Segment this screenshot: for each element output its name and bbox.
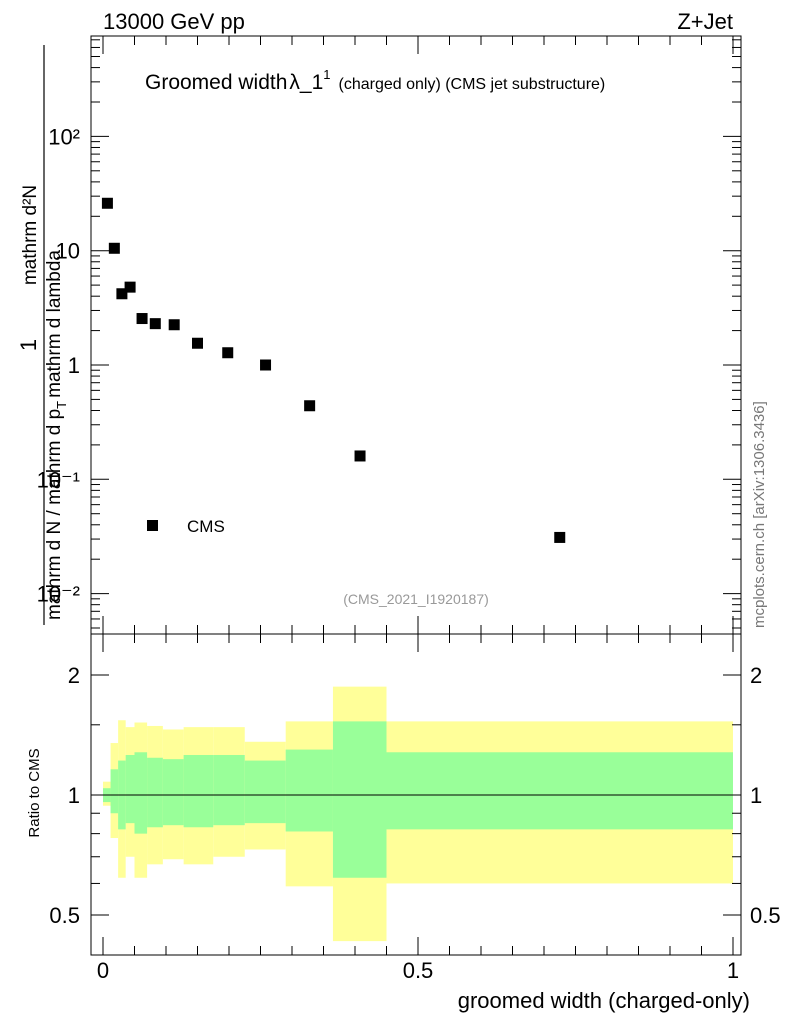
green-band-9: [244, 760, 286, 824]
svg-text:1: 1: [16, 339, 41, 351]
ratio-bands: [103, 686, 733, 942]
watermark: mcplots.cern.ch [arXiv:1306.3436]: [751, 401, 768, 628]
data-point: [168, 319, 180, 331]
data-point: [354, 450, 366, 462]
x-tick-label: 1: [727, 958, 739, 983]
top-y-axis-label: 1 mathrm d N / mathrm d p mathrm d N / m…: [16, 45, 69, 625]
green-band-4: [134, 752, 148, 834]
ratio-y-tick-label-right: 0.5: [750, 903, 781, 928]
data-point: [116, 288, 128, 300]
top-axis-ticks: [91, 36, 741, 634]
x-axis-label: groomed width (charged-only): [458, 988, 750, 1013]
green-band-10: [285, 749, 333, 832]
data-point: [304, 400, 316, 412]
data-point: [108, 242, 120, 254]
data-point: [192, 337, 203, 349]
green-band-3: [125, 754, 135, 824]
svg-text:mathrm d N / mathrm d pTmathrm: mathrm d N / mathrm d pTmathrm d lambda: [44, 250, 69, 620]
data-point: [101, 197, 113, 209]
energy-label: 13000 GeV pp: [103, 9, 245, 34]
ratio-y-tick-label-left: 0.5: [49, 903, 80, 928]
green-band-8: [213, 754, 245, 826]
plot-title: Groomed widthλ_11(charged only) (CMS jet…: [145, 67, 605, 94]
green-band-5: [147, 757, 163, 828]
green-band-11: [332, 721, 387, 878]
green-band-7: [183, 754, 214, 828]
top-panel-frame: [90, 35, 742, 635]
data-markers: [101, 197, 566, 543]
top-y-axis-label-numerator: mathrm d²N: [20, 185, 41, 285]
ratio-y-tick-label-left: 1: [68, 783, 80, 808]
ratio-axis-ticks: [91, 634, 741, 955]
ratio-y-tick-label-right: 1: [750, 783, 762, 808]
y-tick-label: 10: [56, 239, 80, 264]
y-tick-label: 10²: [48, 124, 80, 149]
x-tick-label: 0.5: [403, 958, 434, 983]
svg-text:mathrm d²N: mathrm d²N: [20, 185, 41, 285]
legend-label: CMS: [187, 517, 225, 536]
data-point: [149, 318, 161, 330]
ratio-y-tick-label-left: 2: [68, 663, 80, 688]
ratio-y-tick-label-right: 2: [750, 663, 762, 688]
analysis-id: (CMS_2021_I1920187): [343, 591, 489, 607]
data-point: [124, 281, 136, 293]
x-tick-label: 0: [97, 958, 109, 983]
y-tick-label: 1: [68, 353, 80, 378]
green-band-6: [162, 759, 184, 826]
green-band-12: [386, 752, 733, 830]
legend-marker: [147, 520, 158, 531]
green-band-1: [110, 769, 119, 814]
data-point: [554, 531, 566, 543]
ratio-y-axis-label: Ratio to CMS: [26, 748, 43, 837]
x-tick-labels: 0 0.5 1: [97, 958, 739, 983]
data-point: [260, 359, 272, 371]
data-point: [222, 347, 234, 359]
data-point: [136, 313, 148, 325]
ratio-y-tick-labels: 0.5 0.5 1 1 2 2: [49, 663, 780, 928]
process-label: Z+Jet: [677, 9, 733, 34]
